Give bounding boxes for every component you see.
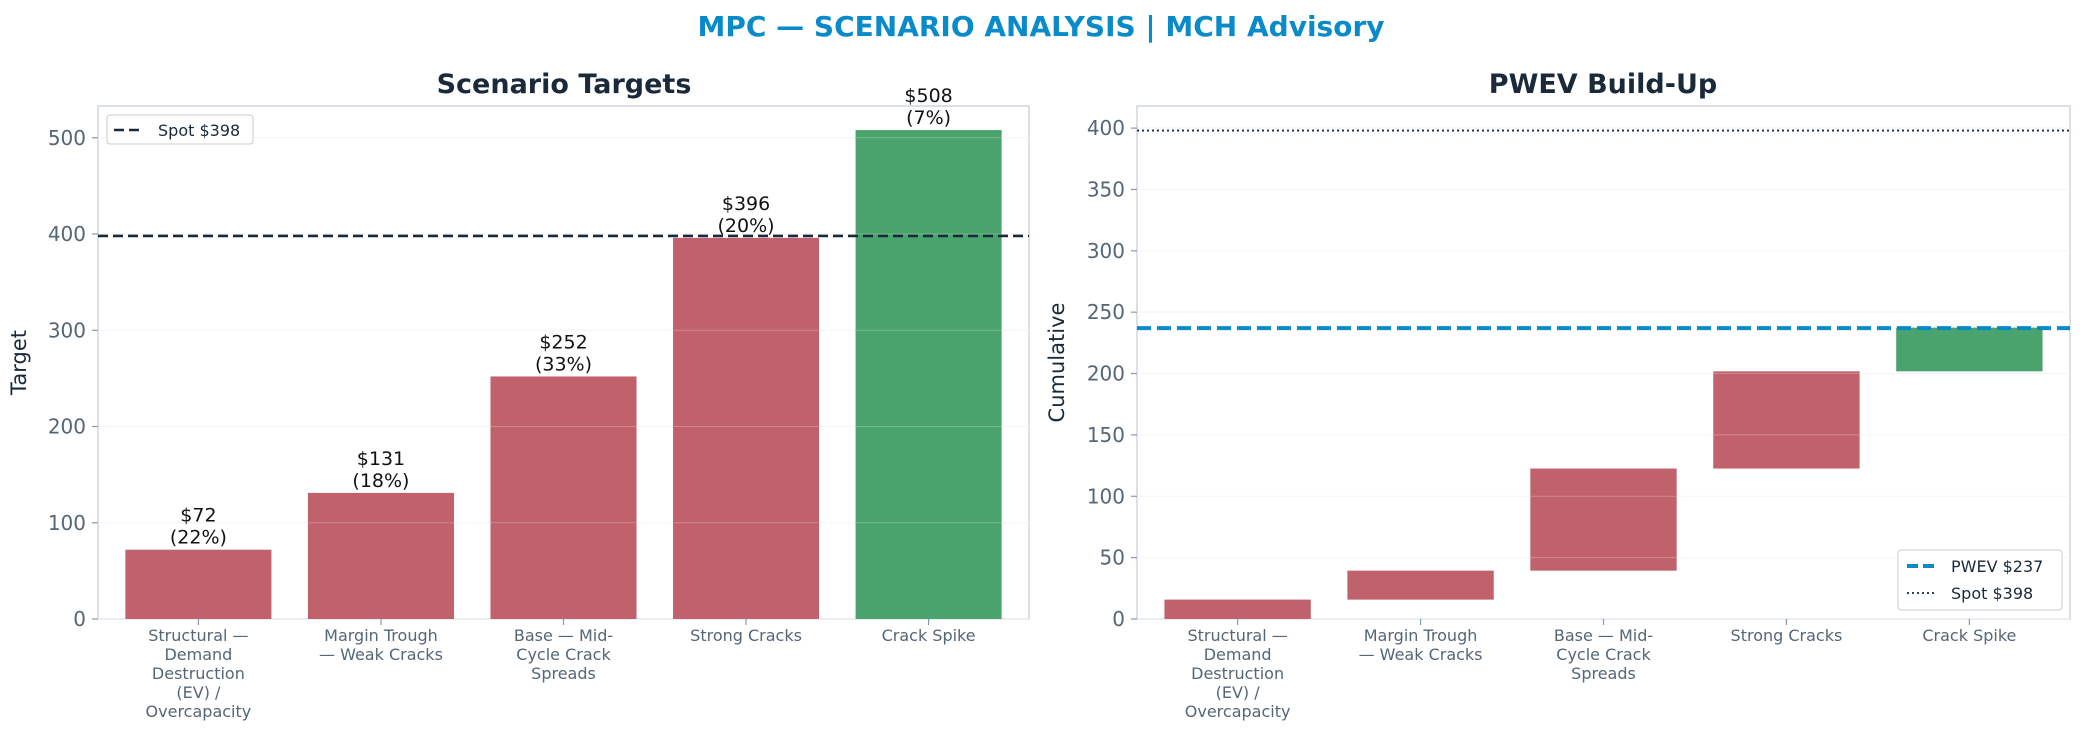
y-tick-label: 0 [1112,607,1125,631]
bar [1347,570,1494,600]
y-tick-label: 200 [48,415,86,439]
x-tick-label: Crack Spike [882,626,976,645]
bar [1164,599,1311,619]
y-tick-label: 250 [1087,300,1125,324]
bar [490,376,637,619]
x-tick-label: Structural — Demand Destruction (EV) / Overc… [146,626,252,721]
y-tick-label: 200 [1087,362,1125,386]
bar [855,130,1002,619]
x-tick-label: Strong Cracks [1731,626,1843,645]
legend-label: Spot $398 [1951,584,2033,603]
bar [125,549,272,619]
bar [1713,371,1860,469]
bar-data-label: $396 (20%) [718,193,775,237]
y-tick-label: 300 [1087,239,1125,263]
figure-title: MPC — SCENARIO ANALYSIS | MCH Advisory [697,10,1384,43]
pwev-buildup-panel: PWEV Build-Up 0 50 100 150 200 250 300 350 400 Cum… [1045,69,2071,721]
legend-label: PWEV $237 [1951,557,2043,576]
x-tick-label: Base — Mid-Cycle Crack Spreads [514,626,613,683]
legend-box [1897,549,2063,611]
bar-data-label: $508 (7%) [904,85,952,129]
y-tick-label: 0 [73,607,86,631]
y-tick-label: 350 [1087,177,1125,201]
bar [1896,327,2043,372]
panel-title: PWEV Build-Up [1489,69,1717,100]
bar [673,237,820,619]
x-tick-label: Base — Mid-Cycle Crack Spreads [1554,626,1653,683]
y-axis-label: Cumulative [1045,303,1069,423]
y-tick-label: 300 [48,318,86,342]
y-tick-label: 500 [48,126,86,150]
bar [1530,468,1677,571]
y-axis-label: Target [7,330,31,396]
x-tick-label: Margin Trough — Weak Cracks [319,626,443,664]
x-tick-label: Strong Cracks [690,626,802,645]
y-tick-label: 50 [1100,546,1125,570]
bar-data-label: $252 (33%) [535,331,592,375]
bar-data-label: $131 (18%) [352,448,409,492]
legend-box [106,114,254,145]
y-tick-label: 100 [1087,484,1125,508]
y-tick-label: 150 [1087,423,1125,447]
legend: Spot $398 [106,114,254,145]
legend: PWEV $237 Spot $398 [1897,549,2063,611]
panel-title: Scenario Targets [437,69,692,100]
y-tick-label: 400 [48,222,86,246]
x-tick-label: Margin Trough — Weak Cracks [1359,626,1483,664]
x-tick-label: Structural — Demand Destruction (EV) / Overc… [1185,626,1291,721]
legend-label: Spot $398 [158,121,240,140]
scenario-targets-panel: Scenario Targets 0 100 200 300 400 500 Target $7… [7,69,1030,721]
y-tick-label: 400 [1087,116,1125,140]
x-tick-label: Crack Spike [1922,626,2016,645]
bar-data-label: $72 (22%) [170,505,227,549]
bar [307,492,454,619]
y-tick-label: 100 [48,511,86,535]
